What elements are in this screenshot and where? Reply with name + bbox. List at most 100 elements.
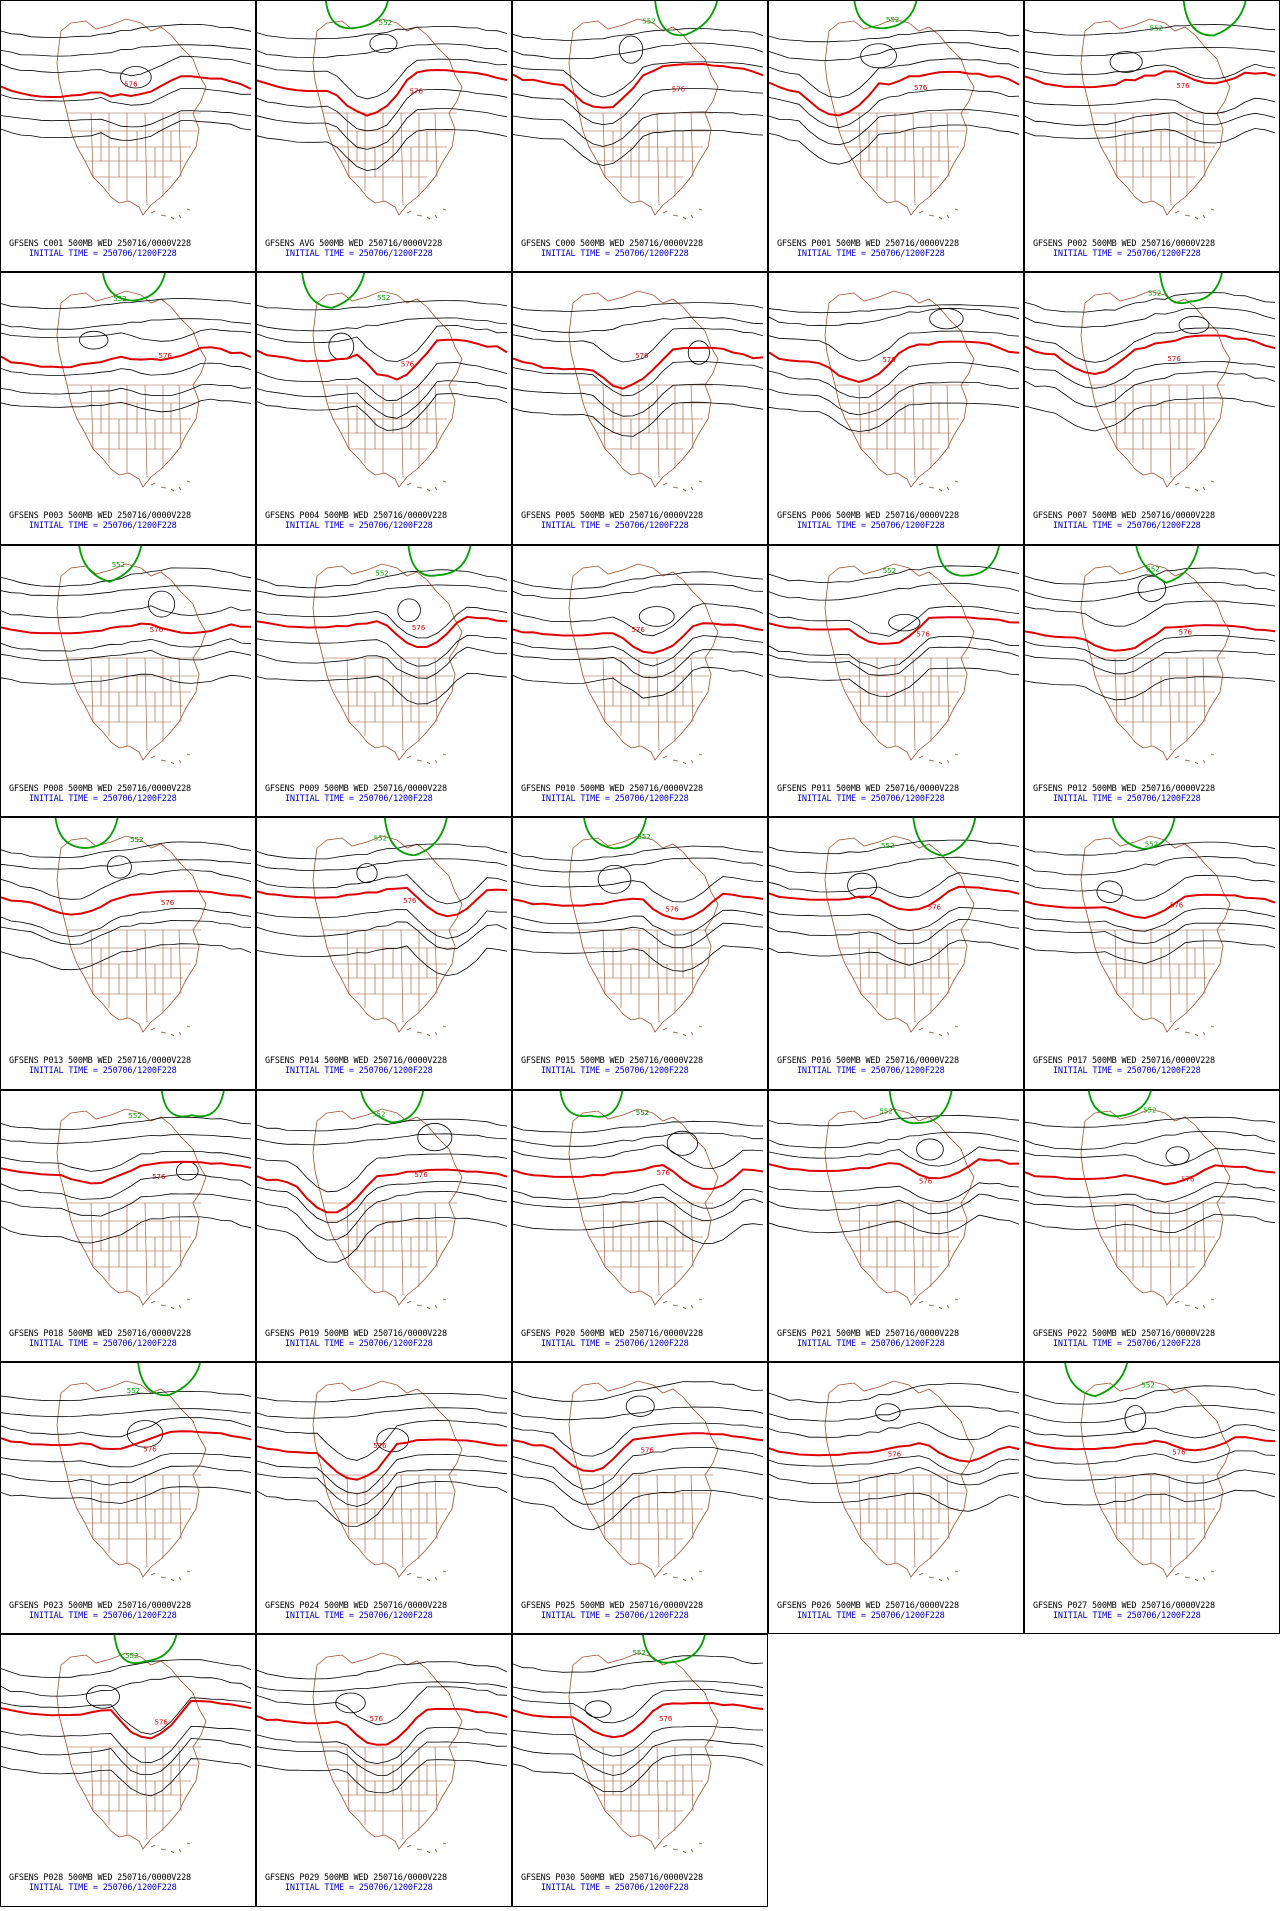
contour-552-line [583,818,647,850]
contour-552-line [78,546,143,583]
contour-552-line [642,1635,706,1664]
panel-initial-time: INITIAL TIME = 250706/1200F228 [29,1611,177,1621]
height-contours [513,1120,764,1244]
height-contours [1,1390,252,1504]
map-plot: 576 [769,1380,1020,1582]
panel-initial-time: INITIAL TIME = 250706/1200F228 [541,1611,689,1621]
map-panel-p018: 552 576 GFSENS P018 500MB WED 250716/0000V… [0,1090,256,1362]
panel-title: GFSENS P026 500MB WED 250716/0000V228 [777,1601,959,1611]
map-plot: 552 576 [1,818,252,1037]
panel-initial-time: INITIAL TIME = 250706/1200F228 [1053,794,1201,804]
panel-title: GFSENS P028 500MB WED 250716/0000V228 [9,1873,191,1883]
map-panel-p023: 552 576 GFSENS P023 500MB WED 250716/0000V… [0,1362,256,1634]
height-contours [1,841,252,971]
panel-title: GFSENS P008 500MB WED 250716/0000V228 [9,784,191,794]
height-contours [1,567,252,685]
height-contours [769,565,1020,697]
contour-552-line [912,818,977,857]
contour-label-576: 576 [657,1169,671,1177]
panel-initial-time: INITIAL TIME = 250706/1200F228 [541,794,689,804]
map-plot: 552 576 [1,1363,252,1582]
map-plot: 552 576 [1,1635,252,1854]
height-contours [1025,567,1276,701]
contour-label-576: 576 [631,626,645,634]
height-contours [1,1116,252,1244]
height-contours [1,23,252,141]
contour-label-576: 576 [1172,1448,1186,1456]
map-panel-p002: 552 576 GFSENS P002 500MB WED 250716/0000V… [1024,0,1280,272]
map-plot: 576 [513,1380,764,1582]
height-contours [513,845,764,972]
panel-title: GFSENS P018 500MB WED 250716/0000V228 [9,1329,191,1339]
map-plot: 552 576 [513,1,764,220]
geography-outline [56,835,207,1037]
geography-outline [1080,1108,1231,1310]
panel-title: GFSENS P001 500MB WED 250716/0000V228 [777,239,959,249]
panel-title: GFSENS P029 500MB WED 250716/0000V228 [265,1873,447,1883]
contour-label-576: 576 [150,626,164,634]
map-plot: 552 576 [769,546,1020,765]
contour-552-line [137,1363,202,1397]
contour-576-line [769,70,1020,117]
map-panel-p022: 552 576 GFSENS P022 500MB WED 250716/0000V… [1024,1090,1280,1362]
map-panel-p011: 552 576 GFSENS P011 500MB WED 250716/0000V… [768,545,1024,817]
panel-initial-time: INITIAL TIME = 250706/1200F228 [1053,1611,1201,1621]
map-panel-p012: 552 576 GFSENS P012 500MB WED 250716/0000V… [1024,545,1280,817]
panel-title: GFSENS P024 500MB WED 250716/0000V228 [265,1601,447,1611]
map-panel-p005: 576 GFSENS P005 500MB WED 250716/0000V228… [512,272,768,545]
contour-576-line [257,886,508,918]
panel-initial-time: INITIAL TIME = 250706/1200F228 [29,1883,177,1893]
panel-initial-time: INITIAL TIME = 250706/1200F228 [285,521,433,531]
height-contours [257,1393,508,1527]
contour-576-line [1,1430,252,1451]
contour-576-line [1,1699,252,1740]
contour-576-line [1025,334,1276,376]
contour-576-line [257,1707,508,1746]
map-plot: 552 576 [1025,818,1276,1037]
height-contours [1025,292,1276,432]
map-panel-p006: 576 GFSENS P006 500MB WED 250716/0000V228… [768,272,1024,545]
map-plot: 552 576 [257,1091,508,1310]
geography-outline [312,1652,463,1854]
contour-label-576: 576 [1170,902,1184,910]
contour-label-576: 576 [640,1446,654,1454]
contour-label-552: 552 [886,16,899,24]
map-plot: 552 576 [257,1,508,220]
contour-label-576: 576 [928,903,942,911]
contour-552-line [102,273,166,302]
contour-label-552: 552 [636,1109,649,1117]
panel-title: GFSENS P009 500MB WED 250716/0000V228 [265,784,447,794]
height-contours [769,839,1020,966]
height-contours [513,302,764,437]
contour-552-line [1087,1091,1152,1117]
geography-outline [1080,835,1231,1037]
geography-outline [312,1380,463,1582]
map-plot: 552 576 [769,1091,1020,1310]
contour-label-552: 552 [637,833,650,841]
contour-552-line [936,546,1000,577]
map-panel-p013: 552 576 GFSENS P013 500MB WED 250716/0000V… [0,817,256,1090]
map-panel-p015: 552 576 GFSENS P015 500MB WED 250716/0000V… [512,817,768,1090]
panel-initial-time: INITIAL TIME = 250706/1200F228 [29,1066,177,1076]
panel-initial-time: INITIAL TIME = 250706/1200F228 [285,1883,433,1893]
map-panel-p001: 552 576 GFSENS P001 500MB WED 250716/0000V… [768,0,1024,272]
contour-576-line [1,1160,252,1185]
contour-label-576: 576 [672,86,686,94]
geography-outline [312,18,463,220]
panel-initial-time: INITIAL TIME = 250706/1200F228 [29,1339,177,1349]
contour-552-line [559,1091,624,1118]
contour-576-line [1025,1436,1276,1452]
contour-label-576: 576 [124,81,138,89]
map-plot: 552 576 [513,1635,764,1854]
contour-552-line [360,1091,424,1124]
geography-outline [568,1380,719,1582]
panel-title: GFSENS C001 500MB WED 250716/0000V228 [9,239,191,249]
contour-552-line [407,546,472,577]
map-plot: 576 [1,18,252,220]
contour-label-576: 576 [635,352,649,360]
map-panel-c001: 576 GFSENS C001 500MB WED 250716/0000V228… [0,0,256,272]
panel-initial-time: INITIAL TIME = 250706/1200F228 [541,1066,689,1076]
contour-label-576: 576 [1167,355,1181,363]
map-panel-p028: 552 576 GFSENS P028 500MB WED 250716/0000V… [0,1634,256,1907]
contour-552-line [1159,273,1223,304]
